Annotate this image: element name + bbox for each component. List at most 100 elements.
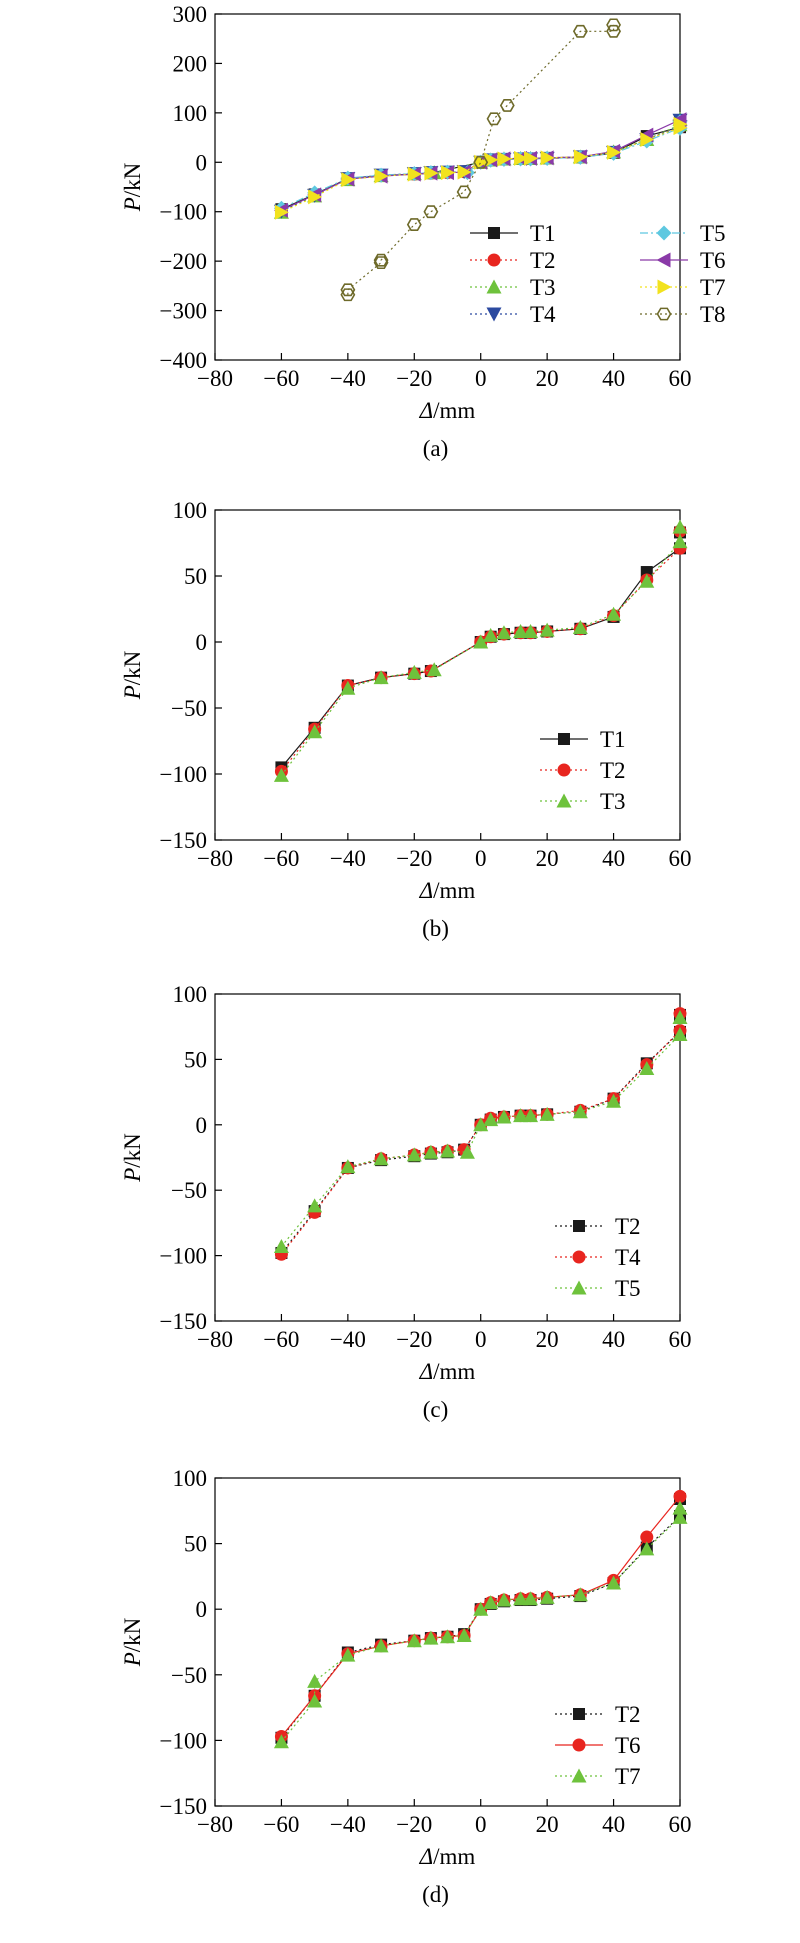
legend-marker: [571, 1768, 587, 1783]
data-point: [307, 1693, 323, 1708]
data-point: [497, 151, 512, 167]
x-tick-label: 40: [602, 366, 625, 391]
legend-entry: T5: [640, 221, 726, 246]
legend-marker: [573, 1220, 585, 1232]
data-point: [406, 1147, 422, 1162]
series-line: [347, 24, 615, 295]
data-point: [407, 166, 422, 182]
data-point: [606, 18, 621, 32]
legend-entry: T1: [540, 727, 626, 752]
legend-marker: [657, 279, 672, 295]
legend-marker: [487, 253, 501, 267]
legend-entry: T4: [470, 302, 556, 327]
data-point: [340, 1647, 356, 1662]
data-point: [524, 150, 539, 166]
data-point: [606, 24, 621, 38]
y-tick-label: −50: [171, 1178, 207, 1203]
x-tick-label: −80: [197, 1327, 233, 1352]
legend-label: T4: [615, 1245, 641, 1270]
chart-svg: −80 −60 −40 −20 0 20 40 60−400−300−200−10001002…: [120, 2, 726, 461]
series-t5: [273, 1010, 688, 1253]
data-point: [308, 189, 323, 205]
data-point: [523, 1591, 539, 1606]
data-point: [473, 634, 489, 649]
data-point: [672, 1500, 688, 1515]
legend-entry: T4: [555, 1245, 641, 1270]
data-point: [606, 1093, 622, 1108]
data-point: [340, 288, 356, 302]
data-point: [496, 1109, 512, 1124]
y-tick-label: −200: [160, 249, 207, 274]
data-point: [513, 623, 529, 638]
data-point: [539, 1106, 555, 1121]
x-tick-label: 20: [536, 1812, 559, 1837]
data-point: [426, 662, 442, 677]
legend-label: T7: [615, 1764, 641, 1789]
data-point: [307, 724, 323, 739]
data-point: [486, 112, 502, 126]
data-point: [307, 1198, 323, 1213]
data-point: [672, 1027, 688, 1042]
data-point: [483, 627, 499, 642]
x-tick-label: −60: [263, 846, 299, 871]
data-point: [406, 1633, 422, 1648]
y-tick-label: 50: [184, 1047, 207, 1072]
data-point: [273, 1734, 289, 1749]
legend-label: T3: [530, 275, 556, 300]
data-point: [440, 1629, 455, 1644]
data-point: [499, 99, 515, 112]
legend-entry: T7: [640, 275, 726, 300]
legend-marker: [656, 225, 672, 241]
legend-label: T2: [615, 1702, 641, 1727]
y-tick-label: 100: [173, 982, 208, 1007]
data-point: [572, 1104, 588, 1119]
data-point: [459, 1144, 475, 1159]
y-tick-label: 0: [196, 630, 208, 655]
legend-entry: T2: [470, 248, 556, 273]
y-tick-label: −50: [171, 696, 207, 721]
legend-marker: [572, 1738, 586, 1752]
legend-marker: [572, 1250, 586, 1264]
y-tick-label: 100: [173, 101, 208, 126]
data-point: [341, 172, 356, 188]
data-point: [456, 185, 472, 199]
data-point: [496, 1592, 512, 1607]
y-tick-label: 50: [184, 564, 207, 589]
legend-entry: T3: [540, 789, 626, 814]
x-tick-label: 40: [602, 1812, 625, 1837]
data-point: [672, 1509, 688, 1524]
x-tick-label: 60: [669, 846, 692, 871]
legend-label: T4: [530, 302, 556, 327]
legend-entry: T7: [555, 1764, 641, 1789]
x-tick-label: −80: [197, 366, 233, 391]
data-point: [540, 150, 555, 166]
x-axis-label: Δ/mm: [419, 1359, 476, 1384]
x-tick-label: 60: [669, 1812, 692, 1837]
y-tick-label: 300: [173, 2, 208, 27]
y-axis-label: P/kN: [120, 1133, 145, 1183]
plot-frame: [214, 993, 681, 1322]
series-t7: [274, 116, 688, 220]
data-point: [496, 625, 512, 640]
series-t3: [273, 519, 688, 782]
data-point: [473, 155, 489, 169]
chart-svg: −80 −60 −40 −20 0 20 40 60 −150 −100 −50 0 50 100 Δ/mm…: [120, 498, 692, 941]
legend-entry: T6: [555, 1733, 641, 1758]
x-tick-label: 0: [475, 1812, 487, 1837]
legend-marker: [573, 1708, 585, 1720]
y-tick-label: −300: [160, 299, 207, 324]
data-point: [640, 1530, 654, 1544]
legend-label: T6: [700, 248, 726, 273]
series-t7: [273, 1500, 688, 1749]
y-tick-label: 200: [173, 51, 208, 76]
data-point: [474, 154, 489, 170]
data-point: [513, 1591, 529, 1606]
y-tick-label: −400: [160, 348, 207, 373]
legend-marker: [486, 307, 502, 322]
data-point: [406, 218, 422, 231]
x-tick-label: 20: [536, 366, 559, 391]
data-point: [373, 1638, 389, 1653]
y-tick-label: 0: [196, 150, 208, 175]
x-tick-label: 0: [475, 366, 487, 391]
